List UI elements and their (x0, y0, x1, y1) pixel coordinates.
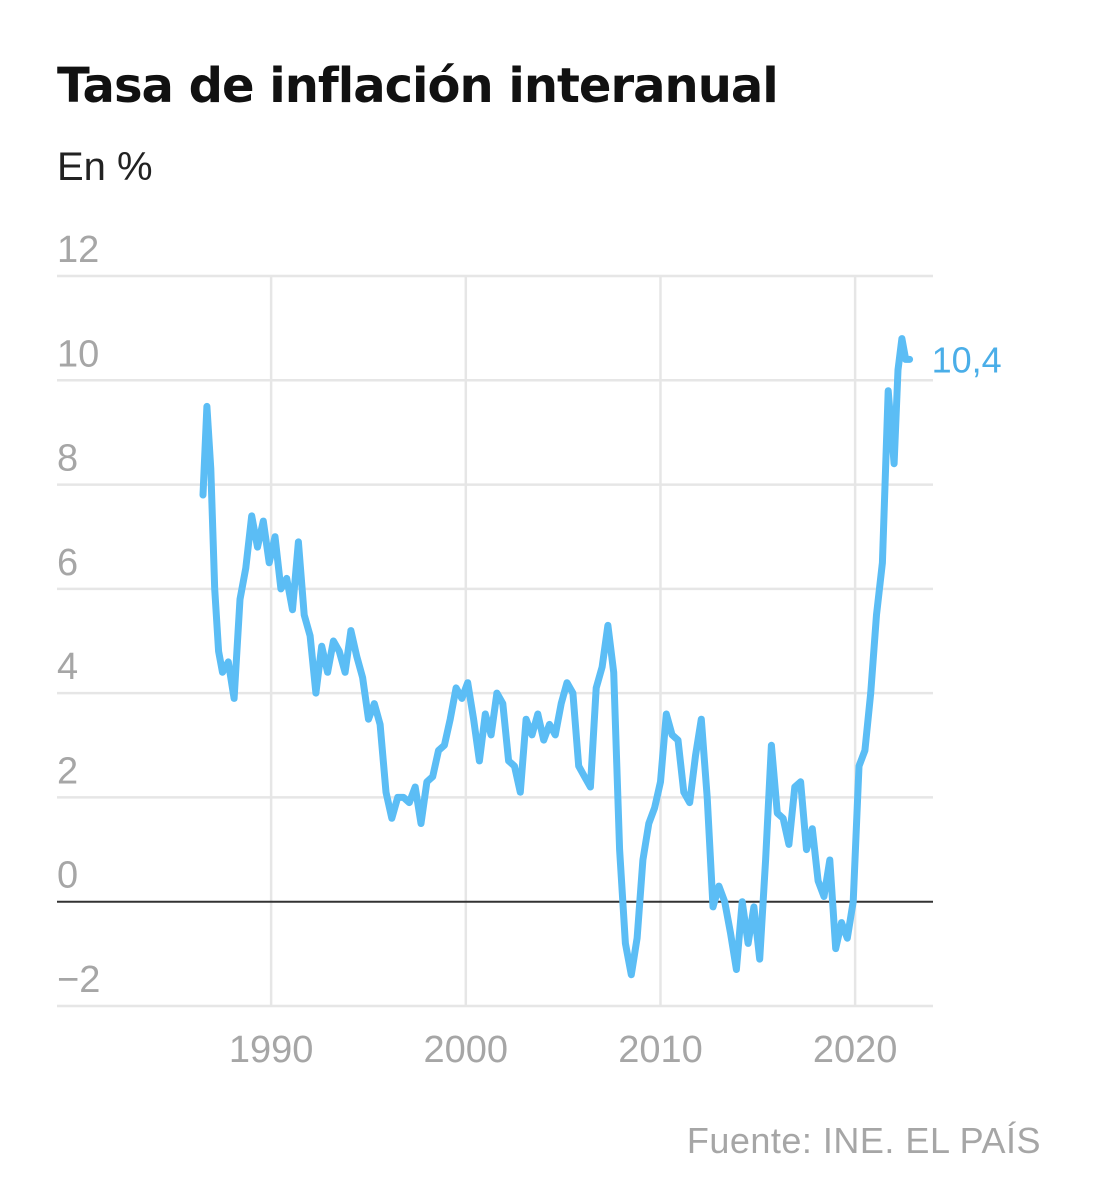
end-value-label: 10,4 (932, 339, 1002, 380)
label-layer: 12 10 8 6 4 2 0 −2 1990 2000 2010 2020 10,4 (57, 229, 1002, 1071)
y-tick-label: 2 (57, 750, 78, 792)
y-tick-label: 0 (57, 855, 78, 897)
x-tick-label: 1990 (229, 1029, 314, 1071)
x-tick-label: 2020 (813, 1029, 898, 1071)
grid-layer (57, 274, 933, 1008)
y-tick-label: −2 (57, 959, 100, 1001)
y-tick-label: 6 (57, 542, 78, 584)
inflation-series-line (199, 335, 914, 979)
y-tick-label: 10 (57, 333, 99, 375)
source-note: Fuente: INE. EL PAÍS (686, 1120, 1041, 1161)
chart-subtitle: En % (57, 145, 153, 189)
x-tick-label: 2000 (424, 1029, 509, 1071)
y-tick-label: 12 (57, 229, 99, 271)
chart-title: Tasa de inflación interanual (57, 58, 779, 114)
series-layer (199, 335, 914, 979)
x-tick-label: 2010 (618, 1029, 703, 1071)
y-tick-label: 4 (57, 646, 78, 688)
y-tick-label: 8 (57, 438, 78, 480)
